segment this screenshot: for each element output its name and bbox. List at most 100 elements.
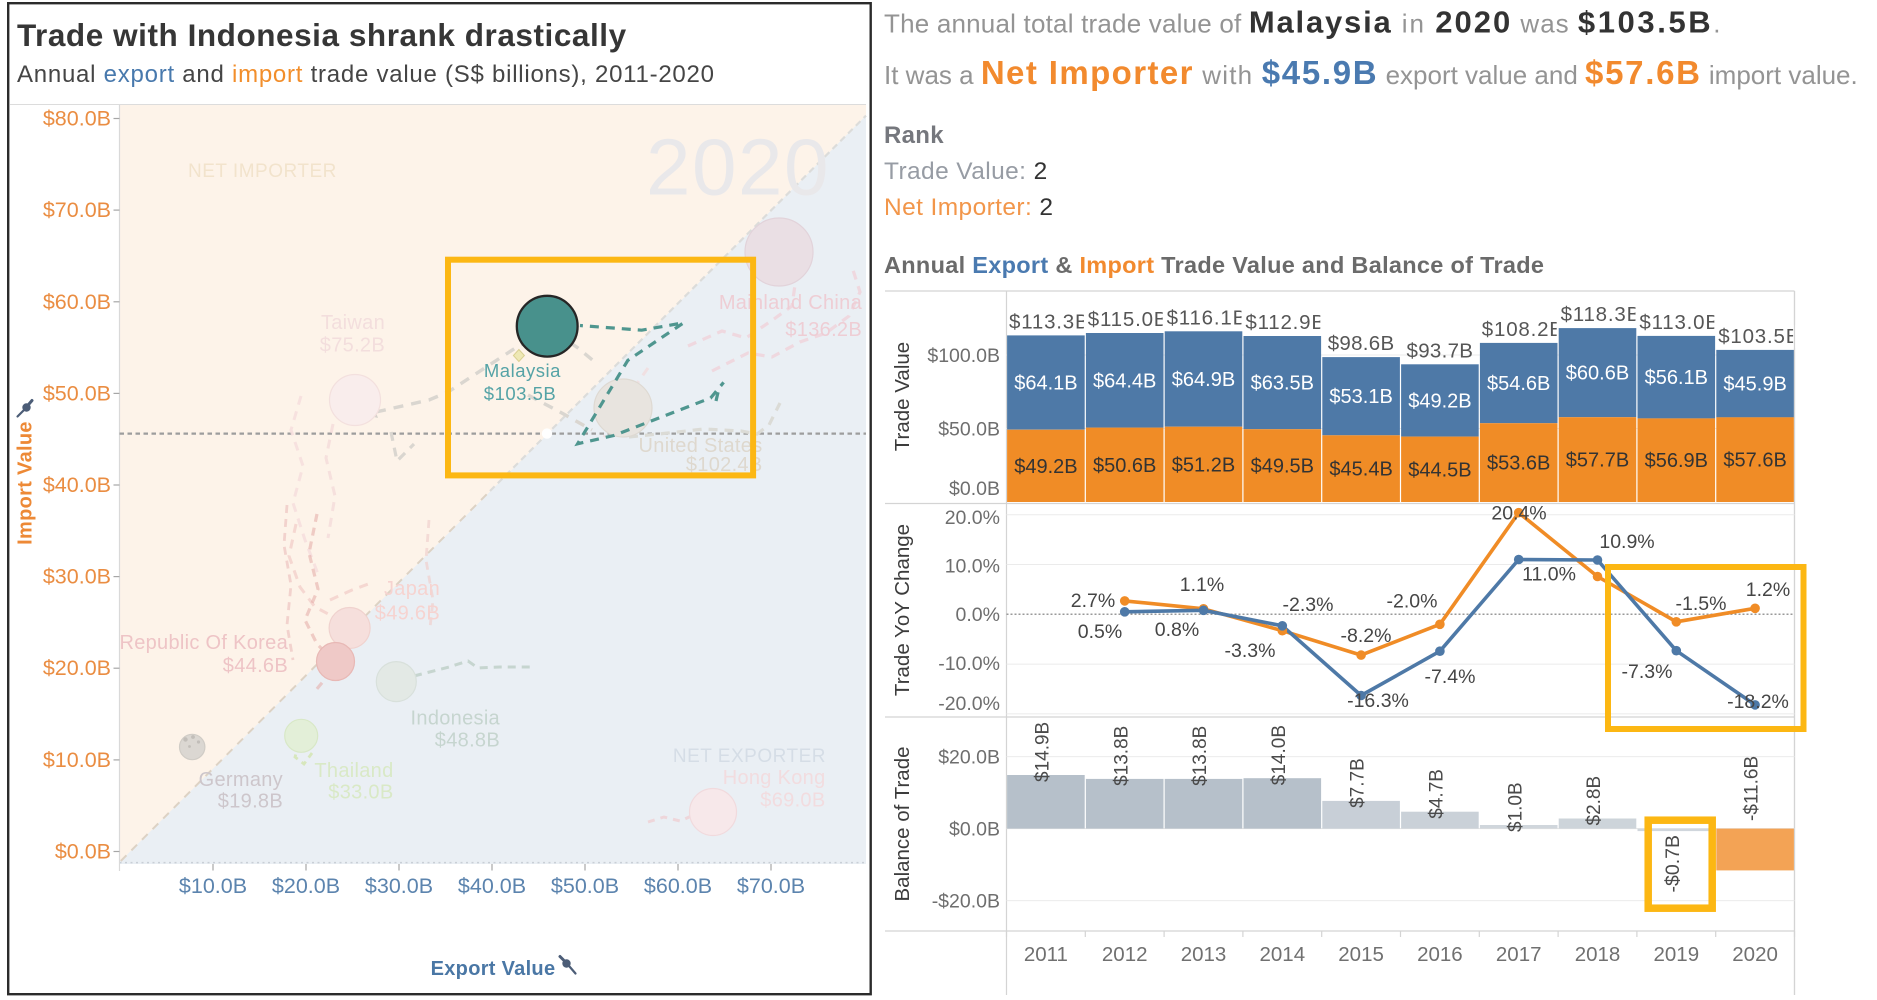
svg-text:Mainland China: Mainland China bbox=[719, 292, 863, 314]
svg-text:$136.2B: $136.2B bbox=[785, 319, 862, 341]
svg-text:$48.8B: $48.8B bbox=[435, 730, 500, 752]
svg-text:-8.2%: -8.2% bbox=[1341, 625, 1392, 647]
svg-text:$80.0B: $80.0B bbox=[43, 107, 111, 131]
svg-text:1.2%: 1.2% bbox=[1746, 579, 1790, 601]
svg-text:-3.3%: -3.3% bbox=[1225, 640, 1276, 662]
svg-text:$0.0B: $0.0B bbox=[949, 819, 1000, 841]
svg-text:$100.0B: $100.0B bbox=[927, 345, 1000, 367]
svg-text:$53.1B: $53.1B bbox=[1329, 386, 1392, 408]
svg-text:$49.5B: $49.5B bbox=[1251, 456, 1314, 478]
svg-text:$93.7B: $93.7B bbox=[1407, 339, 1474, 362]
svg-text:2013: 2013 bbox=[1181, 943, 1227, 966]
svg-text:$63.5B: $63.5B bbox=[1251, 373, 1314, 395]
svg-text:$13.8B: $13.8B bbox=[1111, 726, 1132, 786]
svg-text:$112.9B: $112.9B bbox=[1245, 311, 1325, 334]
svg-text:2020: 2020 bbox=[1732, 943, 1778, 966]
svg-text:$49.6B: $49.6B bbox=[375, 603, 440, 625]
svg-text:$51.2B: $51.2B bbox=[1172, 454, 1235, 476]
svg-text:$0.0B: $0.0B bbox=[949, 478, 1000, 500]
svg-text:$115.0B: $115.0B bbox=[1088, 308, 1168, 331]
svg-text:$102.4B: $102.4B bbox=[686, 454, 763, 476]
svg-text:$50.6B: $50.6B bbox=[1093, 455, 1156, 477]
svg-text:-$11.6B: -$11.6B bbox=[1742, 756, 1763, 821]
svg-text:1.1%: 1.1% bbox=[1180, 574, 1224, 596]
svg-text:$118.3B: $118.3B bbox=[1561, 303, 1641, 326]
svg-text:$56.1B: $56.1B bbox=[1645, 367, 1708, 389]
svg-text:$7.7B: $7.7B bbox=[1348, 758, 1369, 808]
svg-text:$10.0B: $10.0B bbox=[43, 748, 111, 772]
svg-text:$108.2B: $108.2B bbox=[1482, 318, 1564, 341]
svg-text:2017: 2017 bbox=[1496, 943, 1542, 966]
svg-text:Import Value: Import Value bbox=[15, 421, 37, 545]
svg-text:0.0%: 0.0% bbox=[956, 604, 1000, 626]
svg-text:$49.2B: $49.2B bbox=[1014, 456, 1077, 478]
svg-text:The annual total trade value o: The annual total trade value of Malaysia… bbox=[884, 5, 1721, 40]
svg-text:Indonesia: Indonesia bbox=[411, 708, 501, 730]
svg-text:$44.5B: $44.5B bbox=[1408, 459, 1471, 481]
svg-text:$64.1B: $64.1B bbox=[1014, 373, 1077, 395]
svg-text:$70.0B: $70.0B bbox=[737, 874, 805, 898]
svg-text:$53.6B: $53.6B bbox=[1487, 453, 1550, 475]
svg-text:$30.0B: $30.0B bbox=[43, 565, 111, 589]
svg-text:$45.9B: $45.9B bbox=[1723, 374, 1786, 396]
svg-text:$57.6B: $57.6B bbox=[1723, 450, 1786, 472]
svg-text:$33.0B: $33.0B bbox=[328, 782, 393, 804]
svg-text:$44.6B: $44.6B bbox=[223, 655, 288, 677]
svg-text:$50.0B: $50.0B bbox=[43, 381, 111, 405]
svg-text:$64.4B: $64.4B bbox=[1093, 370, 1156, 392]
svg-text:$50.0B: $50.0B bbox=[938, 419, 1000, 441]
svg-text:Net Importer: 2: Net Importer: 2 bbox=[884, 194, 1053, 221]
svg-text:$50.0B: $50.0B bbox=[551, 874, 619, 898]
svg-text:2020: 2020 bbox=[646, 123, 830, 212]
svg-text:$0.0B: $0.0B bbox=[55, 840, 111, 864]
svg-text:It was a Net Importer with $45: It was a Net Importer with $45.9B export… bbox=[884, 54, 1858, 91]
svg-text:$45.4B: $45.4B bbox=[1329, 459, 1392, 481]
svg-text:$56.9B: $56.9B bbox=[1645, 450, 1708, 472]
svg-text:NET IMPORTER: NET IMPORTER bbox=[188, 161, 337, 182]
svg-text:11.0%: 11.0% bbox=[1522, 564, 1576, 586]
svg-text:0.5%: 0.5% bbox=[1078, 621, 1122, 643]
svg-text:$57.7B: $57.7B bbox=[1566, 450, 1629, 472]
svg-text:Trade with Indonesia shrank dr: Trade with Indonesia shrank drastically bbox=[17, 17, 627, 53]
svg-text:$14.9B: $14.9B bbox=[1033, 722, 1054, 782]
svg-text:-16.3%: -16.3% bbox=[1347, 690, 1409, 712]
svg-text:-18.2%: -18.2% bbox=[1727, 691, 1789, 713]
svg-text:$60.0B: $60.0B bbox=[644, 874, 712, 898]
svg-text:$13.8B: $13.8B bbox=[1190, 726, 1211, 786]
svg-text:$69.0B: $69.0B bbox=[760, 790, 825, 812]
svg-text:Balance of Trade: Balance of Trade bbox=[891, 747, 914, 902]
svg-text:$49.2B: $49.2B bbox=[1408, 390, 1471, 412]
svg-text:2014: 2014 bbox=[1259, 943, 1305, 966]
svg-text:Republic Of Korea: Republic Of Korea bbox=[119, 632, 288, 654]
svg-text:$60.0B: $60.0B bbox=[43, 290, 111, 314]
svg-text:-$0.7B: -$0.7B bbox=[1662, 835, 1684, 892]
svg-text:Thailand: Thailand bbox=[314, 760, 393, 782]
svg-text:2011: 2011 bbox=[1024, 943, 1068, 966]
svg-text:Germany: Germany bbox=[199, 769, 283, 791]
svg-text:$30.0B: $30.0B bbox=[365, 874, 433, 898]
svg-text:$60.6B: $60.6B bbox=[1566, 363, 1629, 385]
svg-text:$116.1B: $116.1B bbox=[1167, 306, 1247, 329]
svg-text:$1.0B: $1.0B bbox=[1505, 782, 1526, 832]
svg-text:Taiwan: Taiwan bbox=[321, 312, 385, 334]
svg-text:2.7%: 2.7% bbox=[1071, 590, 1115, 612]
svg-text:-2.3%: -2.3% bbox=[1283, 594, 1334, 616]
svg-text:Annual Export & Import Trade V: Annual Export & Import Trade Value and B… bbox=[884, 252, 1544, 278]
svg-text:$10.0B: $10.0B bbox=[179, 874, 247, 898]
svg-text:$14.0B: $14.0B bbox=[1269, 725, 1290, 785]
svg-text:$113.3B: $113.3B bbox=[1009, 310, 1089, 333]
svg-text:20.0%: 20.0% bbox=[945, 507, 1000, 529]
svg-text:Trade Value: Trade Value bbox=[891, 342, 914, 451]
svg-text:2018: 2018 bbox=[1575, 943, 1621, 966]
svg-text:10.9%: 10.9% bbox=[1599, 531, 1654, 553]
svg-text:$20.0B: $20.0B bbox=[938, 747, 1000, 769]
svg-text:Export Value: Export Value bbox=[431, 958, 556, 980]
svg-text:$103.5B: $103.5B bbox=[1718, 325, 1800, 348]
svg-text:$54.6B: $54.6B bbox=[1487, 373, 1550, 395]
svg-text:Rank: Rank bbox=[884, 122, 944, 149]
svg-text:$4.7B: $4.7B bbox=[1427, 769, 1448, 819]
svg-text:$70.0B: $70.0B bbox=[43, 198, 111, 222]
svg-text:NET EXPORTER: NET EXPORTER bbox=[673, 746, 826, 767]
svg-text:$20.0B: $20.0B bbox=[272, 874, 340, 898]
svg-text:$75.2B: $75.2B bbox=[320, 335, 385, 357]
